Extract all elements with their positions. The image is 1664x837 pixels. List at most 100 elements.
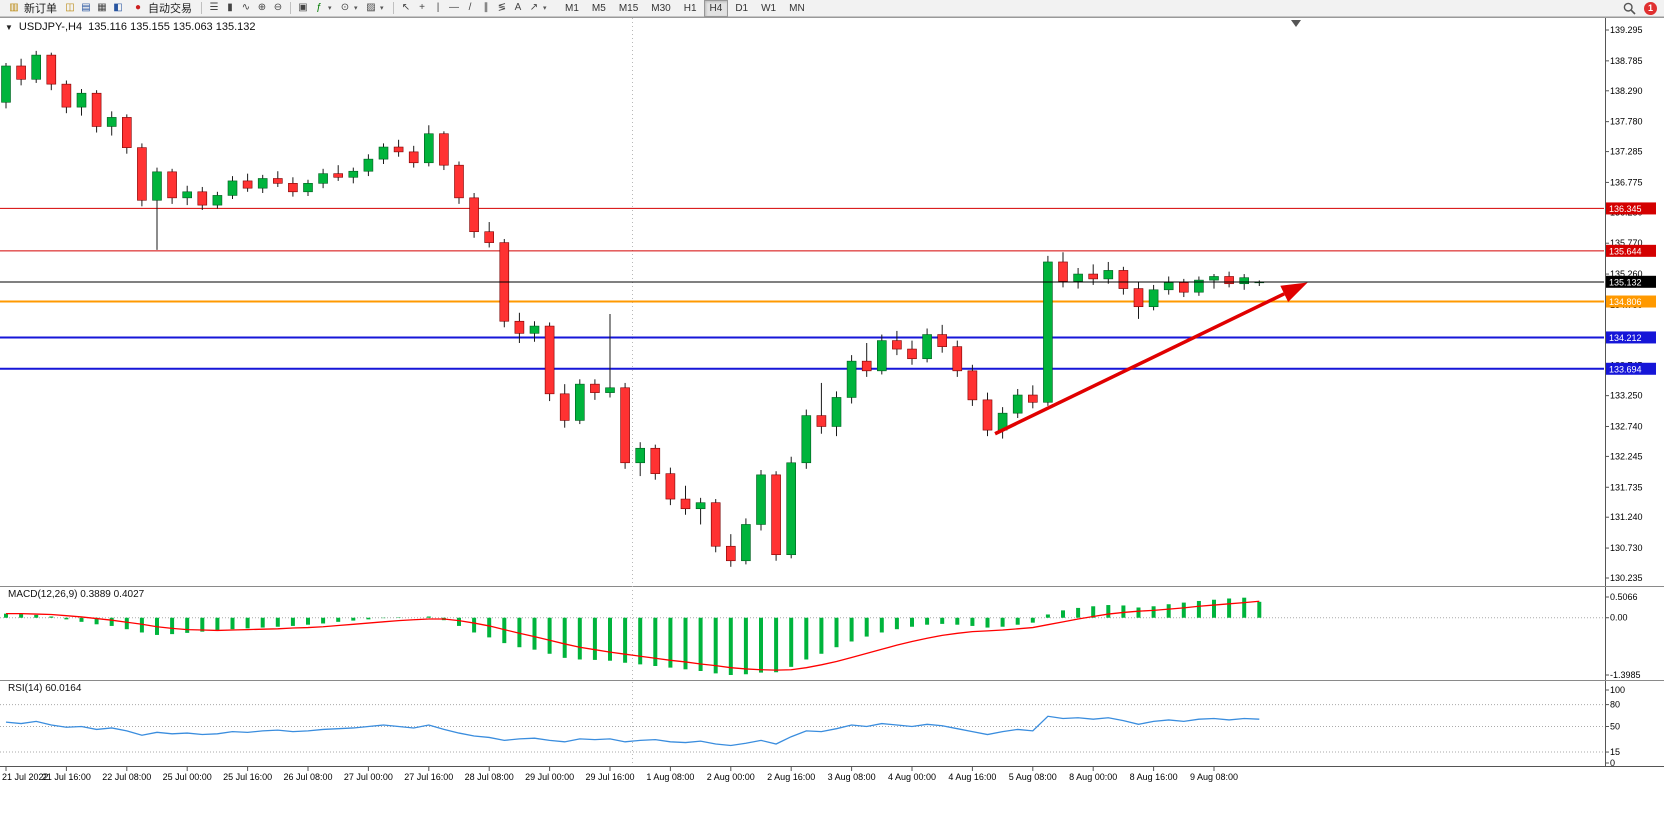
svg-text:134.806: 134.806 (1609, 297, 1642, 307)
svg-text:133.694: 133.694 (1609, 364, 1642, 374)
svg-text:29 Jul 16:00: 29 Jul 16:00 (585, 772, 634, 782)
svg-text:3 Aug 08:00: 3 Aug 08:00 (828, 772, 876, 782)
svg-text:135.132: 135.132 (1609, 277, 1642, 287)
indicators-dropdown-caret[interactable]: ▾ (328, 5, 332, 12)
svg-text:29 Jul 00:00: 29 Jul 00:00 (525, 772, 574, 782)
svg-text:131.735: 131.735 (1610, 482, 1643, 492)
timeframe-d1[interactable]: D1 (735, 2, 749, 14)
svg-text:0: 0 (1610, 758, 1615, 768)
market-watch-icon[interactable]: ▤ (81, 2, 91, 13)
chart-frame (0, 17, 1664, 767)
timeframe-h1[interactable]: H1 (683, 2, 697, 14)
zoom-out-icon[interactable]: ⊖ (273, 2, 283, 13)
indicators-icon[interactable]: ƒ (316, 2, 322, 13)
svg-text:28 Jul 08:00: 28 Jul 08:00 (465, 772, 514, 782)
svg-text:4 Aug 16:00: 4 Aug 16:00 (948, 772, 996, 782)
svg-text:132.245: 132.245 (1610, 451, 1643, 461)
macd-indicator-label: MACD(12,26,9) 0.3889 0.4027 (8, 589, 145, 600)
main-toolbar: ▥ 新订单 ◫ ▤ ▦ ◧ ● 自动交易 ☰ ▮ ∿ ⊕ ⊖ ▣ ƒ ▾ ⊙ ▾… (0, 0, 1664, 17)
chart-symbol-header: ▼ USDJPY-,H4 135.116 135.155 135.063 135… (5, 21, 256, 33)
timeframe-m1[interactable]: M1 (565, 2, 579, 14)
svg-text:130.235: 130.235 (1610, 573, 1643, 583)
toolbar-separator (393, 2, 394, 14)
rsi-indicator-label: RSI(14) 60.0164 (8, 683, 82, 694)
svg-text:1 Aug 08:00: 1 Aug 08:00 (646, 772, 694, 782)
svg-text:135.644: 135.644 (1609, 246, 1642, 256)
svg-text:5 Aug 08:00: 5 Aug 08:00 (1009, 772, 1057, 782)
svg-text:136.775: 136.775 (1610, 177, 1643, 187)
horizontal-line-icon[interactable]: — (449, 2, 459, 13)
crosshair-icon[interactable]: + (419, 2, 425, 13)
bar-chart-mode-icon[interactable]: ☰ (209, 2, 219, 13)
svg-text:135.260: 135.260 (1610, 269, 1643, 279)
channel-icon[interactable]: ∥ (483, 2, 489, 13)
timeframe-w1[interactable]: W1 (761, 2, 777, 14)
toolbar-separator (290, 2, 291, 14)
svg-text:134.212: 134.212 (1609, 333, 1642, 343)
toolbar-right-group: 1 (1623, 1, 1661, 15)
svg-text:-1.3985: -1.3985 (1610, 670, 1641, 680)
tile-windows-icon[interactable]: ▣ (298, 2, 308, 13)
svg-text:100: 100 (1610, 685, 1625, 695)
svg-text:21 Jul 16:00: 21 Jul 16:00 (42, 772, 91, 782)
auto-trading-icon: ● (134, 2, 142, 13)
periods-icon[interactable]: ⊙ (340, 2, 350, 13)
navigator-icon[interactable]: ◧ (113, 2, 123, 13)
macd-panel: 0.5066 0.00 -1.3985 (0, 592, 1641, 680)
trendline-icon[interactable]: / (468, 2, 472, 13)
chart-shift-marker (1291, 20, 1301, 27)
svg-text:50: 50 (1610, 722, 1620, 732)
search-icon[interactable] (1623, 2, 1636, 15)
symbol-dropdown-caret[interactable]: ▼ (5, 22, 13, 32)
svg-text:8 Aug 00:00: 8 Aug 00:00 (1069, 772, 1117, 782)
cursor-icon[interactable]: ↖ (401, 2, 411, 13)
periods-dropdown-caret[interactable]: ▾ (354, 5, 358, 12)
vertical-line-icon[interactable]: | (436, 2, 440, 13)
text-tool-icon[interactable]: A (514, 2, 522, 13)
symbol-ohlc-values: 135.116 135.155 135.063 135.132 (88, 21, 256, 33)
svg-text:2 Aug 16:00: 2 Aug 16:00 (767, 772, 815, 782)
charts-icon[interactable]: ◫ (65, 2, 75, 13)
candles (1, 50, 1265, 567)
fibonacci-icon[interactable]: ≶ (497, 2, 507, 13)
timeframe-h4[interactable]: H4 (703, 0, 729, 17)
templates-icon[interactable]: ▨ (366, 2, 376, 13)
trend-arrow (994, 282, 1308, 436)
svg-text:138.785: 138.785 (1610, 56, 1643, 66)
svg-text:4 Aug 00:00: 4 Aug 00:00 (888, 772, 936, 782)
level-lines (0, 207, 1604, 370)
svg-text:130.730: 130.730 (1610, 543, 1643, 553)
arrows-tool-icon[interactable]: ↗ (529, 2, 539, 13)
data-window-icon[interactable]: ▦ (97, 2, 107, 13)
svg-text:26 Jul 08:00: 26 Jul 08:00 (283, 772, 332, 782)
arrows-dropdown-caret[interactable]: ▾ (543, 5, 547, 12)
zoom-in-icon[interactable]: ⊕ (257, 2, 267, 13)
svg-text:138.290: 138.290 (1610, 86, 1643, 96)
rsi-panel: 100 80 50 150 (0, 685, 1625, 768)
svg-text:132.740: 132.740 (1610, 421, 1643, 431)
timeframe-m15[interactable]: M15 (618, 2, 639, 14)
svg-text:131.240: 131.240 (1610, 512, 1643, 522)
new-order-icon: ▥ (9, 2, 19, 13)
timeframe-m30[interactable]: M30 (651, 2, 671, 14)
svg-text:27 Jul 16:00: 27 Jul 16:00 (404, 772, 453, 782)
svg-text:2 Aug 00:00: 2 Aug 00:00 (707, 772, 755, 782)
svg-text:135.770: 135.770 (1610, 238, 1643, 248)
svg-text:133.250: 133.250 (1610, 391, 1643, 401)
timeframe-m5[interactable]: M5 (591, 2, 606, 14)
new-order-button[interactable]: ▥ 新订单 (3, 0, 61, 17)
svg-text:21 Jul 2022: 21 Jul 2022 (2, 772, 49, 782)
symbol-name: USDJPY-,H4 (18, 21, 83, 33)
svg-text:27 Jul 00:00: 27 Jul 00:00 (344, 772, 393, 782)
toolbar-separator (201, 2, 202, 14)
auto-trading-button[interactable]: ● 自动交易 (127, 0, 196, 17)
svg-text:9 Aug 08:00: 9 Aug 08:00 (1190, 772, 1238, 782)
timeframe-mn[interactable]: MN (789, 2, 805, 14)
notification-badge[interactable]: 1 (1644, 1, 1657, 15)
templates-dropdown-caret[interactable]: ▾ (380, 5, 384, 12)
line-chart-mode-icon[interactable]: ∿ (241, 2, 251, 13)
candlestick-mode-icon[interactable]: ▮ (227, 2, 233, 13)
